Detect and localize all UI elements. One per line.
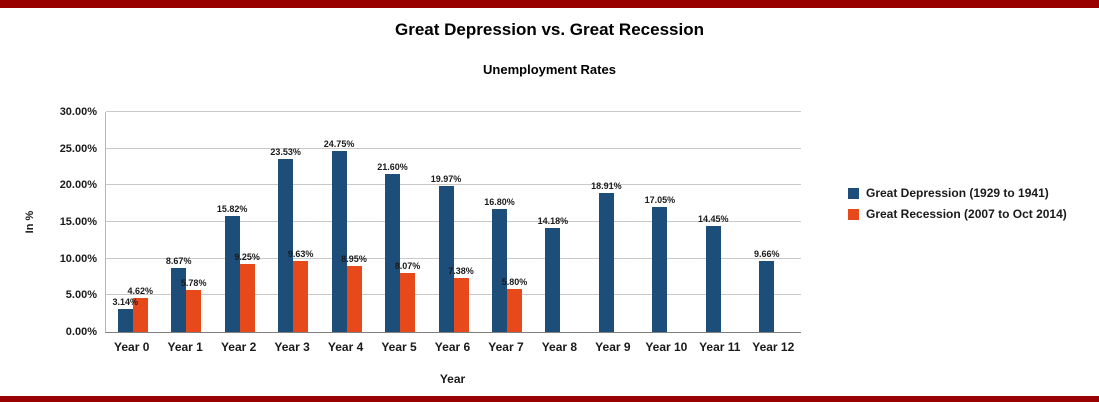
legend-item-great-depression: Great Depression (1929 to 1941) [848, 186, 1067, 200]
bar-recession-year-7 [506, 289, 522, 332]
bar-recession-year-6 [453, 277, 469, 332]
bar-recession-year-3 [293, 261, 309, 332]
bar-value-label: 21.60% [377, 161, 408, 172]
bar-recession-year-2 [239, 264, 255, 332]
bar-recession-year-4 [346, 266, 362, 332]
x-tick-label: Year 0 [114, 340, 150, 354]
gridline [106, 257, 801, 259]
bar-depression-year-11 [705, 226, 721, 332]
bar-value-label: 5.78% [180, 277, 207, 288]
bar-depression-year-2 [224, 216, 240, 332]
legend-label-recession: Great Recession (2007 to Oct 2014) [866, 207, 1067, 221]
bar-depression-year-0 [117, 308, 133, 332]
bar-depression-year-7 [491, 208, 507, 332]
x-tick-label: Year 5 [381, 340, 417, 354]
legend-item-great-recession: Great Recession (2007 to Oct 2014) [848, 207, 1067, 221]
x-tick-label: Year 9 [595, 340, 631, 354]
x-tick-label: Year 12 [752, 340, 795, 354]
bar-depression-year-4 [331, 150, 347, 332]
bottom-border-strip [0, 396, 1099, 402]
bar-value-label: 8.95% [341, 254, 367, 265]
bar-value-label: 19.97% [430, 173, 462, 184]
x-tick-label: Year 10 [645, 340, 688, 354]
bar-value-label: 5.80% [501, 277, 528, 288]
bar-value-label: 18.91% [591, 181, 622, 192]
y-tick-label: 0.00% [65, 326, 97, 338]
bar-depression-year-6 [438, 185, 454, 332]
x-tick-label: Year 11 [699, 340, 741, 354]
gridline [106, 111, 801, 112]
x-tick-label: Year 1 [167, 340, 203, 354]
bar-depression-year-8 [545, 228, 561, 332]
bar-value-label: 8.07% [394, 260, 421, 271]
bar-value-label: 17.05% [644, 194, 676, 205]
y-tick-label: 10.00% [59, 252, 97, 265]
top-border-strip [0, 0, 1099, 8]
bar-value-label: 9.66% [754, 249, 780, 260]
x-tick-label: Year 2 [220, 340, 257, 354]
bar-value-label: 15.82% [216, 204, 248, 214]
y-tick-label: 15.00% [59, 216, 97, 228]
legend-swatch-depression [848, 187, 859, 199]
y-axis-tick-labels: 0.00% 5.00% 10.00% 15.00% 20.00% 25.00% 30.00% [33, 106, 97, 338]
legend-swatch-recession [848, 208, 859, 220]
chart-title: Great Depression vs. Great Recession [395, 20, 704, 39]
bar-recession-year-5 [400, 272, 416, 332]
bar-value-label: 14.18% [537, 216, 569, 227]
bar-value-label: 24.75% [323, 138, 355, 149]
bar-value-label: 14.45% [698, 214, 729, 225]
bar-recession-year-0 [132, 298, 148, 332]
bar-recession-year-1 [186, 289, 202, 332]
chart-subtitle: Unemployment Rates [483, 62, 616, 77]
gridline [106, 184, 801, 186]
bar-value-label: 9.63% [287, 249, 314, 260]
bar-value-label: 9.25% [234, 252, 260, 263]
bar-value-label: 16.80% [484, 196, 515, 207]
x-tick-label: Year 6 [434, 340, 471, 354]
x-tick-label: Year 4 [327, 340, 364, 354]
x-tick-label: Year 3 [274, 340, 310, 354]
bar-depression-year-3 [278, 159, 294, 332]
bar-depression-year-10 [652, 206, 668, 332]
x-axis-title: Year [439, 372, 466, 386]
x-axis-tick-labels: Year 0 Year 1 Year 2 Year 3 Year 4 Year 5 Year… [105, 340, 800, 356]
bar-depression-year-5 [385, 173, 401, 332]
bar-depression-year-9 [598, 193, 614, 332]
bar-depression-year-12 [759, 261, 775, 332]
bar-value-label: 7.38% [448, 265, 474, 276]
x-tick-label: Year 8 [541, 340, 578, 354]
bar-value-label: 4.62% [127, 286, 153, 297]
bar-depression-year-1 [171, 268, 187, 332]
y-tick-label: 20.00% [59, 179, 97, 192]
y-tick-label: 25.00% [59, 142, 97, 155]
y-tick-label: 5.00% [65, 289, 97, 302]
legend-label-depression: Great Depression (1929 to 1941) [866, 186, 1049, 200]
bar-value-label: 8.67% [165, 256, 192, 267]
plot-area: 3.14% 4.62% 8.67% 5.78% 15.82% 9.25% 23.53% 9.6… [105, 111, 801, 333]
bar-value-label: 23.53% [270, 147, 301, 158]
gridline [106, 221, 801, 222]
gridline [106, 147, 801, 149]
y-tick-label: 30.00% [59, 106, 97, 118]
legend: Great Depression (1929 to 1941) Great Re… [848, 186, 1067, 228]
x-tick-label: Year 7 [488, 340, 524, 354]
bar-value-label: 3.14% [112, 296, 138, 307]
